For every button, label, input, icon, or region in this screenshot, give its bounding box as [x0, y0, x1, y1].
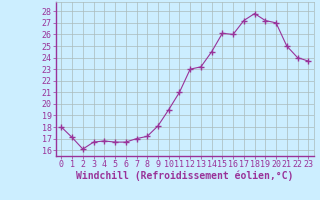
- X-axis label: Windchill (Refroidissement éolien,°C): Windchill (Refroidissement éolien,°C): [76, 171, 293, 181]
